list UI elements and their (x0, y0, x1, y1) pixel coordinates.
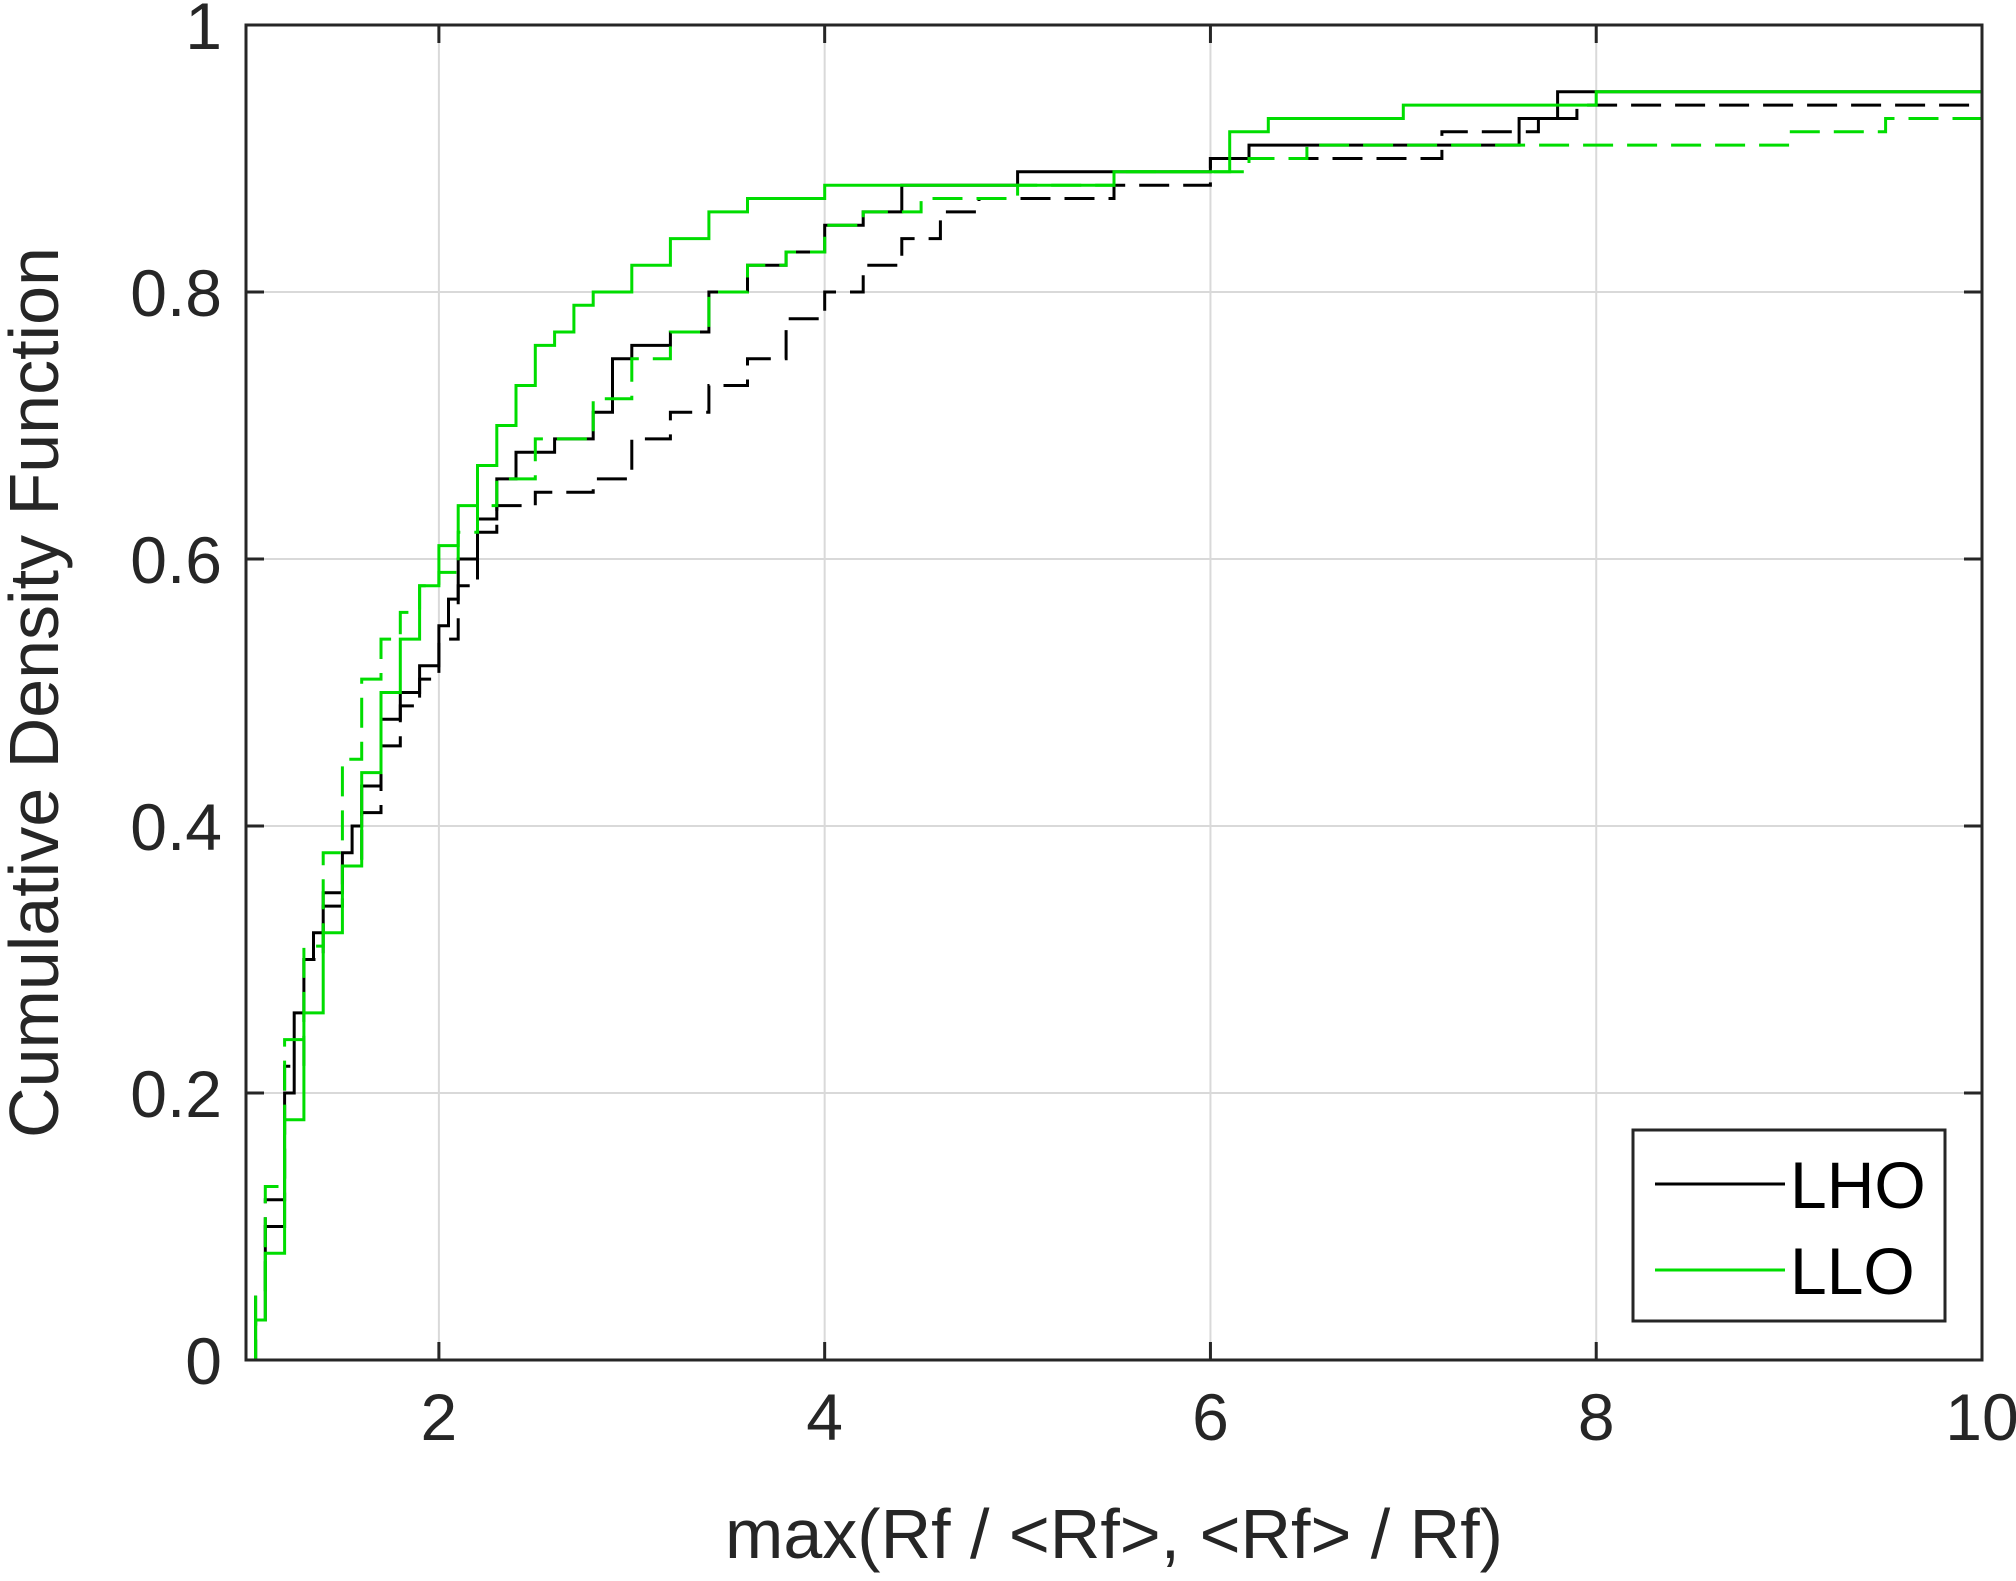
y-axis-label: Cumulative Density Function (0, 247, 73, 1138)
y-tick-label: 0.6 (130, 523, 222, 597)
ticks: 2 4 6 8 10 0 0.2 0.4 0.6 0.8 1 (130, 0, 2016, 1454)
legend-label: LLO (1790, 1234, 1915, 1308)
series-line-2 (246, 90, 1982, 1362)
y-tick-label: 1 (185, 0, 222, 63)
legend: LHO LLO (1631, 1128, 1947, 1323)
series-line-3 (246, 117, 1982, 1362)
axes-box (244, 23, 1984, 1362)
y-tick-label: 0.2 (130, 1057, 222, 1131)
series-layer (246, 90, 1982, 1362)
x-tick-label: 6 (1192, 1380, 1229, 1454)
legend-label: LHO (1790, 1148, 1926, 1222)
x-tick-label: 10 (1945, 1380, 2016, 1454)
legend-box (1631, 1128, 1947, 1323)
x-tick-label: 8 (1578, 1380, 1615, 1454)
y-tick-label: 0 (185, 1324, 222, 1398)
x-tick-label: 4 (806, 1380, 843, 1454)
x-axis-label: max(Rf / <Rf>, <Rf> / Rf) (725, 1495, 1503, 1573)
y-tick-label: 0.4 (130, 790, 222, 864)
y-tick-label: 0.8 (130, 256, 222, 330)
x-tick-label: 2 (421, 1380, 458, 1454)
